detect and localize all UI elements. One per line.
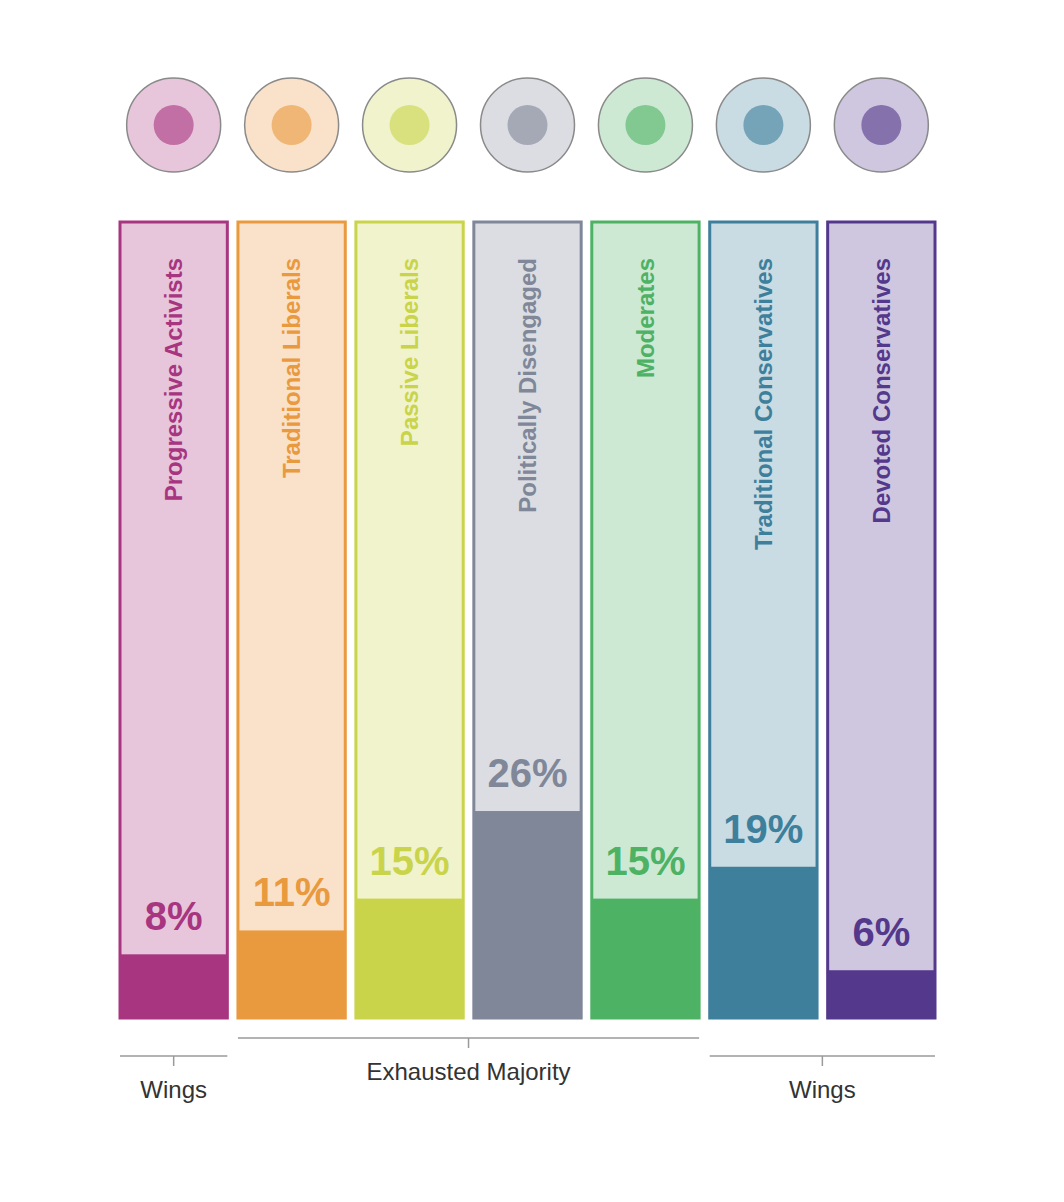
group-label: Exhausted Majority <box>366 1058 570 1085</box>
icon <box>363 78 457 172</box>
column-frame <box>238 222 345 1018</box>
category-label: Traditional Liberals <box>278 258 305 478</box>
group-tick <box>468 1038 470 1048</box>
icon-detail <box>861 105 901 145</box>
icons <box>127 78 929 172</box>
icon <box>834 78 928 172</box>
column-frame <box>592 222 699 1018</box>
bar <box>474 811 581 1018</box>
data-labels: 8% 11% 15% 26% 15% 19% 6% <box>145 751 910 954</box>
icon <box>245 78 339 172</box>
group-label: Wings <box>789 1076 856 1103</box>
icon-detail <box>508 105 548 145</box>
data-label: 15% <box>370 839 450 883</box>
icon <box>481 78 575 172</box>
column-frame <box>120 222 227 1018</box>
column-frame <box>474 222 581 1018</box>
bar <box>828 970 935 1018</box>
column-frames <box>120 222 935 1018</box>
data-label: 6% <box>852 910 910 954</box>
column-frame <box>710 222 817 1018</box>
data-label: 15% <box>605 839 685 883</box>
groups: Wings Exhausted Majority Wings <box>120 1038 935 1103</box>
bar <box>238 930 345 1018</box>
icon <box>598 78 692 172</box>
data-label: 19% <box>723 807 803 851</box>
column-frame <box>828 222 935 1018</box>
icon <box>716 78 810 172</box>
category-label: Moderates <box>632 258 659 378</box>
category-label: Progressive Activists <box>160 258 187 501</box>
column-frame <box>356 222 463 1018</box>
chart: Progressive Activists Traditional Liberal… <box>0 0 1064 1202</box>
bar <box>356 899 463 1018</box>
category-label: Politically Disengaged <box>514 258 541 513</box>
bar <box>120 954 227 1018</box>
data-label: 11% <box>253 870 331 914</box>
group-tick <box>173 1056 175 1066</box>
category-label: Devoted Conservatives <box>868 258 895 523</box>
icon-detail <box>154 105 194 145</box>
bars <box>120 811 935 1018</box>
category-label: Passive Liberals <box>396 258 423 446</box>
icon-detail <box>625 105 665 145</box>
icon-detail <box>390 105 430 145</box>
icon-detail <box>272 105 312 145</box>
data-label: 26% <box>487 751 567 795</box>
group-label: Wings <box>140 1076 207 1103</box>
icon-detail <box>743 105 783 145</box>
category-label: Traditional Conservatives <box>750 258 777 550</box>
data-label: 8% <box>145 894 203 938</box>
group-tick <box>822 1056 824 1066</box>
bar <box>592 899 699 1018</box>
icon <box>127 78 221 172</box>
bar <box>710 867 817 1018</box>
category-labels: Progressive Activists Traditional Liberal… <box>160 258 895 550</box>
